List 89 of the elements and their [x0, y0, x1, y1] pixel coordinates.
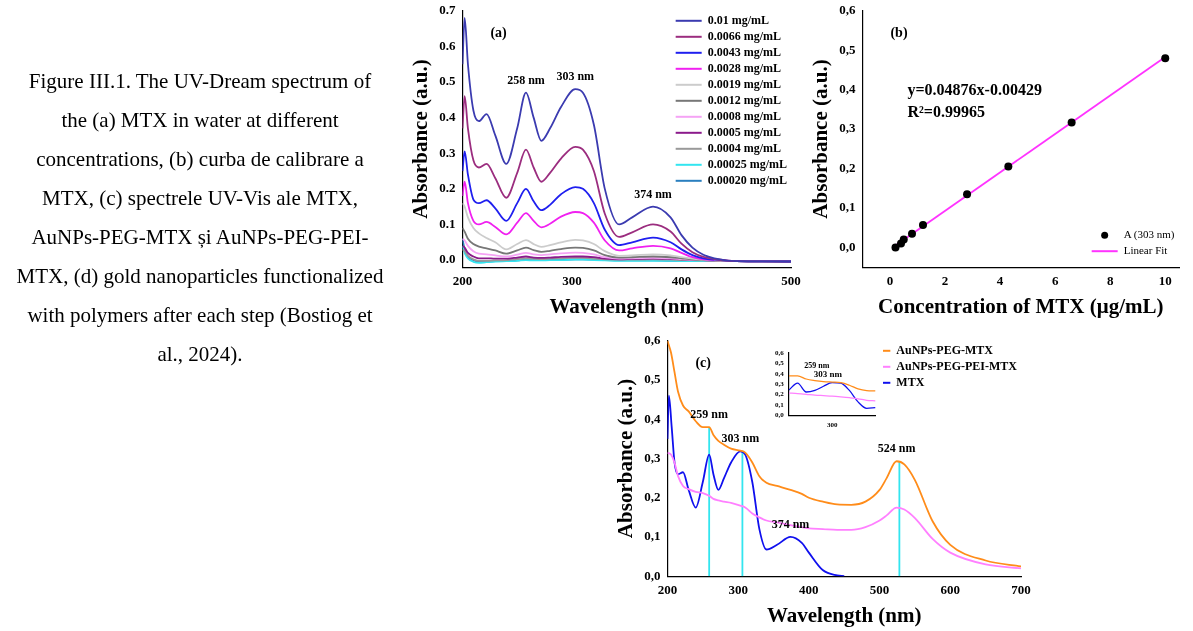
annotation: 303 nm — [721, 430, 760, 445]
legend-label: 0.0008 mg/mL — [707, 108, 782, 123]
y-tick-label: 0,3 — [839, 120, 856, 136]
legend-label: 0.0019 mg/mL — [707, 76, 782, 91]
point — [908, 229, 916, 238]
legend-label: AuNPs-PEG-PEI-MTX — [896, 358, 1018, 373]
annotation: 374 nm — [771, 517, 810, 532]
annotation: 303 nm — [813, 369, 843, 380]
y-tick-label: 0.3 — [439, 144, 456, 160]
x-axis-title: Concentration of MTX (μg/mL) — [878, 293, 1164, 318]
legend-label: 0.01 mg/mL — [707, 12, 770, 27]
point — [963, 190, 972, 199]
x-tick-label: 300 — [728, 582, 748, 598]
y-tick-label: 0.4 — [439, 108, 456, 124]
line-series — [788, 375, 876, 392]
x-tick-label: 400 — [799, 582, 819, 598]
y-tick-label: 0,4 — [839, 81, 856, 97]
x-axis-title: Wavelength (nm) — [766, 602, 922, 627]
point — [1004, 162, 1013, 171]
line-series — [788, 381, 876, 409]
annotation: 258 nm — [507, 72, 545, 87]
x-tick-label: 500 — [781, 273, 801, 289]
y-tick-label: 0,0 — [839, 238, 856, 254]
legend-label: 0.00020 mg/mL — [707, 172, 788, 187]
annotation: 524 nm — [877, 441, 916, 456]
legend-label: Linear Fit — [1123, 244, 1168, 257]
x-tick-label: 6 — [1051, 273, 1059, 289]
y-tick-label: 0,4 — [644, 410, 661, 426]
y-tick-label: 0.6 — [439, 37, 456, 53]
annotation: R²=0.99965 — [907, 102, 985, 120]
x-tick-label: 8 — [1106, 273, 1114, 289]
x-tick-label: 0 — [886, 273, 894, 289]
y-tick-label: 0.0 — [439, 251, 456, 267]
y-axis-title: Absorbance (a.u.) — [613, 378, 638, 539]
legend-label: 0.0028 mg/mL — [707, 60, 782, 75]
x-tick-label: 600 — [940, 582, 961, 598]
line-series — [462, 17, 791, 263]
y-tick-label: 0.5 — [439, 73, 456, 89]
y-tick-label: 0,2 — [644, 489, 661, 505]
y-tick-label: 0,2 — [839, 159, 856, 175]
x-tick-label: 400 — [671, 273, 692, 289]
text: Figure III.1. The UV-Dream spectrum of the (a) MTX in water at different concentrations, (b) curba de calibrare a MTX, (c) spectrele UV-Vis ale MTX, AuNPs-PEG-MTX și AuNPs-PEG-PEI-MTX, (d) gold nanoparticles functionalized with polymers after each step (Bostiog et al., 2024). — [15, 68, 385, 368]
x-tick-label: 200 — [452, 273, 473, 289]
y-tick-label: 0,5 — [839, 41, 856, 57]
legend-label: A (303 nm) — [1123, 228, 1175, 242]
x-tick-label: 300 — [562, 273, 582, 289]
annotation: (b) — [890, 25, 908, 42]
y-tick-label: 0,6 — [644, 332, 661, 348]
legend-label: 0.0005 mg/mL — [707, 124, 782, 139]
legend-label: 0.0012 mg/mL — [707, 92, 782, 107]
annotation: 374 nm — [634, 186, 672, 201]
y-axis-title: Absorbance (a.u.) — [808, 59, 833, 219]
point — [1067, 118, 1076, 127]
y-tick-label: 0.2 — [439, 180, 456, 196]
annotation: (a) — [490, 25, 508, 42]
legend-label: MTX — [896, 374, 925, 389]
legend-label: AuNPs-PEG-MTX — [896, 342, 994, 357]
y-tick-label: 0.7 — [439, 2, 456, 18]
y-tick-label: 0,1 — [839, 199, 856, 215]
legend-label: 0.00025 mg/mL — [707, 156, 788, 171]
x-tick-label: 2 — [941, 273, 949, 289]
x-tick-label: 500 — [869, 582, 890, 598]
point — [1161, 54, 1170, 63]
point — [919, 220, 928, 229]
y-tick-label: 0,3 — [644, 449, 661, 465]
y-tick-label: 0,1 — [644, 528, 661, 544]
y-tick-label: 0,6 — [839, 2, 856, 18]
line-series — [788, 392, 876, 402]
annotation: 259 nm — [804, 360, 830, 370]
x-tick-label: 4 — [996, 273, 1004, 289]
y-tick-label: 0,0 — [644, 567, 661, 583]
line-series — [667, 394, 846, 577]
line-series — [667, 451, 1021, 570]
legend-label: 0.0066 mg/mL — [707, 28, 782, 43]
x-axis-title: Wavelength (nm) — [549, 293, 705, 318]
point — [899, 235, 908, 244]
annotation: 259 nm — [690, 407, 729, 422]
y-tick-label: 0.1 — [439, 215, 456, 231]
x-tick-label: 700 — [1011, 582, 1031, 598]
x-tick-label: 200 — [657, 582, 678, 598]
legend-label: 0.0004 mg/mL — [707, 140, 782, 155]
line-series — [667, 340, 1021, 568]
x-tick-label: 10 — [1158, 273, 1172, 289]
annotation: 303 nm — [556, 69, 595, 84]
legend-label: 0.0043 mg/mL — [707, 44, 782, 59]
annotation: y=0.04876x-0.00429 — [907, 80, 1042, 99]
y-axis-title: Absorbance (a.u.) — [408, 59, 433, 219]
y-tick-label: 0,5 — [644, 371, 661, 387]
annotation: (c) — [695, 355, 712, 372]
